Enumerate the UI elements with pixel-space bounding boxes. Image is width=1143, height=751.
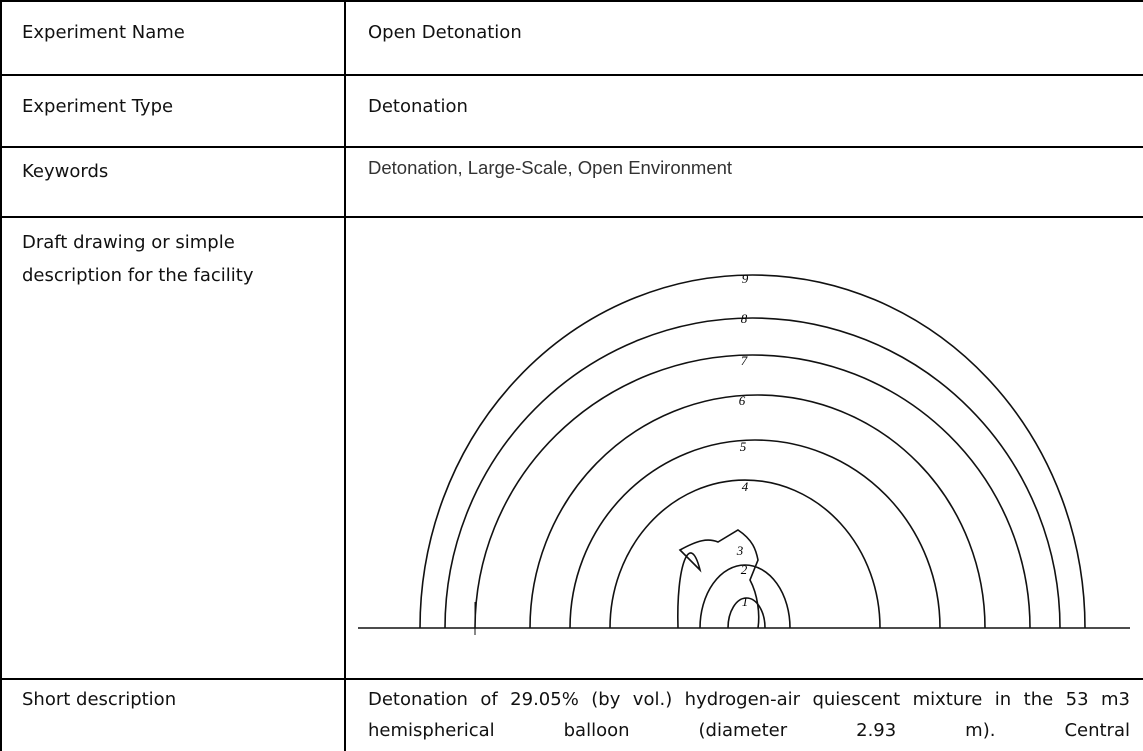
field-label: Keywords xyxy=(22,161,109,182)
contour-label: 9 xyxy=(742,271,749,286)
contour xyxy=(419,274,1086,629)
row-border xyxy=(0,74,1143,76)
contour xyxy=(699,564,791,629)
contour-label: 6 xyxy=(739,393,746,408)
column-border xyxy=(344,0,346,751)
contour-3 xyxy=(677,529,760,629)
row-border xyxy=(0,678,1143,680)
field-label: Experiment Name xyxy=(22,22,185,43)
contour-label: 5 xyxy=(740,439,747,454)
field-label: Short description xyxy=(22,689,177,710)
contour xyxy=(727,597,766,629)
field-value: Detonation xyxy=(368,96,468,117)
field-label: Experiment Type xyxy=(22,96,174,117)
contour xyxy=(444,317,1061,629)
field-label: Draft drawing or simple description for … xyxy=(22,232,254,286)
field-value: Open Detonation xyxy=(368,22,522,43)
contour xyxy=(609,479,881,629)
contour-label: 7 xyxy=(741,353,748,368)
column-border xyxy=(0,0,2,751)
contour-label: 3 xyxy=(736,543,744,558)
facility-drawing: 1 2 3 4 5 6 7 8 9 xyxy=(358,271,1130,635)
contour-label: 1 xyxy=(742,594,749,609)
contour-label: 4 xyxy=(742,479,749,494)
field-value: Detonation of 29.05% (by vol.) hydrogen-… xyxy=(368,689,1130,741)
contour xyxy=(474,354,1031,629)
row-border xyxy=(0,216,1143,218)
row-border xyxy=(0,0,1143,2)
row-border xyxy=(0,146,1143,148)
contour-label: 8 xyxy=(741,311,748,326)
field-value: Detonation, Large-Scale, Open Environmen… xyxy=(368,157,733,178)
contours xyxy=(358,274,1130,635)
contour xyxy=(529,394,986,629)
contour-label: 2 xyxy=(741,562,748,577)
contour xyxy=(569,439,941,629)
